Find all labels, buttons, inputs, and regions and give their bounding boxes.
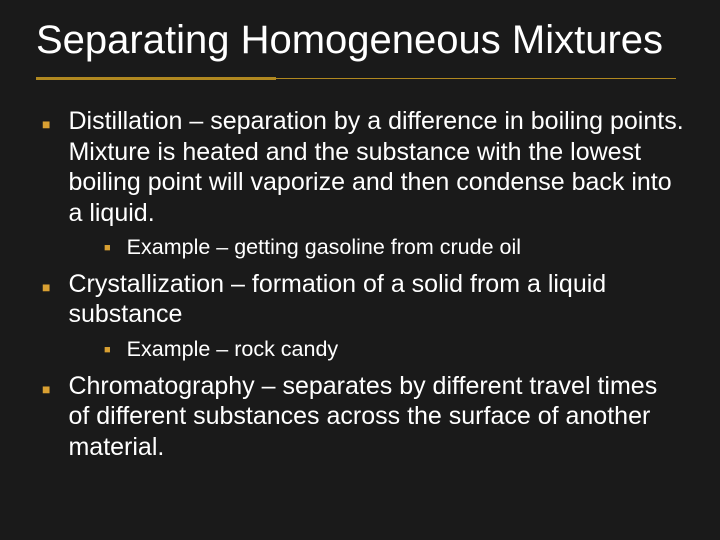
list-item-text: Crystallization – formation of a solid f… <box>68 269 684 330</box>
rule-thin <box>276 78 676 79</box>
sub-bullet-list: ■ Example – getting gasoline from crude … <box>104 234 684 261</box>
slide: Separating Homogeneous Mixtures ■ Distil… <box>0 0 720 540</box>
square-bullet-icon: ■ <box>42 116 50 132</box>
bullet-list: ■ Distillation – separation by a differe… <box>42 106 684 462</box>
square-bullet-icon: ■ <box>42 279 50 295</box>
list-item: ■ Chromatography – separates by differen… <box>42 371 684 463</box>
rule-thick <box>36 77 276 80</box>
list-item: ■ Example – rock candy <box>104 336 684 363</box>
list-item: ■ Distillation – separation by a differe… <box>42 106 684 228</box>
list-item-text: Distillation – separation by a differenc… <box>68 106 684 228</box>
square-bullet-icon: ■ <box>104 344 111 356</box>
page-title: Separating Homogeneous Mixtures <box>36 18 684 62</box>
square-bullet-icon: ■ <box>104 242 111 254</box>
list-item: ■ Example – getting gasoline from crude … <box>104 234 684 261</box>
list-item-text: Example – rock candy <box>127 336 339 363</box>
list-item-text: Chromatography – separates by different … <box>68 371 684 463</box>
list-item: ■ Crystallization – formation of a solid… <box>42 269 684 330</box>
list-item-text: Example – getting gasoline from crude oi… <box>127 234 521 261</box>
title-underline <box>36 70 684 88</box>
square-bullet-icon: ■ <box>42 381 50 397</box>
sub-bullet-list: ■ Example – rock candy <box>104 336 684 363</box>
